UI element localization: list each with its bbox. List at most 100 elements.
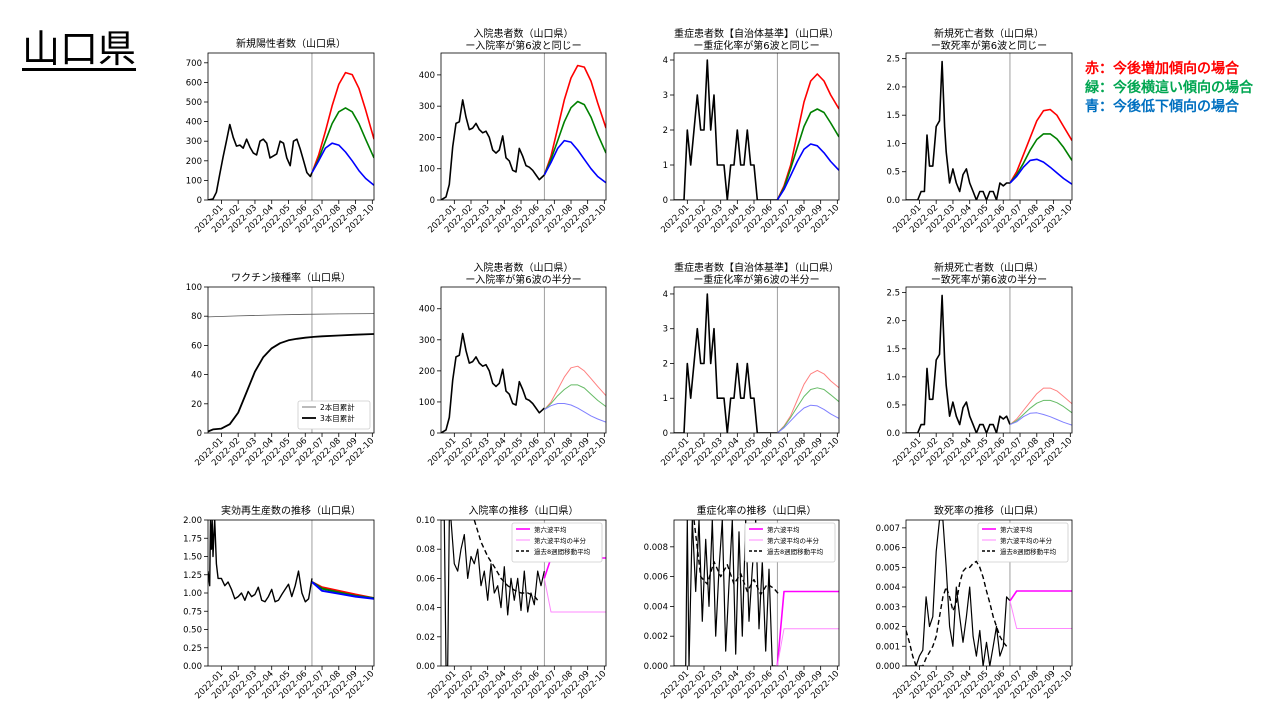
legend-label: 第六波平均: [1000, 525, 1033, 534]
plot-frame: [673, 286, 840, 434]
y-tick-label: 300: [419, 336, 435, 346]
y-tick-label: 0.002: [644, 632, 668, 642]
chart-title: 入院率の推移（山口県）: [469, 504, 579, 517]
y-tick-label: 0.10: [416, 516, 435, 526]
chart-4: 新規死亡者数（山口県）ー致死率が第6波と同じー 0.0 0.5 1.0 1.5 2.0 2.…: [886, 27, 1074, 235]
series-line-3: [311, 107, 374, 173]
legend-label: 第六波平均: [767, 525, 800, 534]
series-line-3: [1009, 590, 1072, 602]
series-group: [906, 520, 1072, 666]
series-group: [441, 64, 606, 200]
y-tick-label: 0.08: [416, 545, 435, 555]
series-line-4: [1009, 600, 1072, 629]
plot-frame: [440, 519, 607, 667]
y-tick-label: 3: [663, 91, 668, 101]
y-tick-label: 0.5: [886, 401, 900, 411]
series-line-3: [1009, 133, 1072, 184]
series-line-1: [674, 293, 778, 433]
y-tick-label: 1.50: [183, 553, 202, 563]
y-tick-label: 1: [663, 394, 668, 404]
y-tick-label: 0.06: [416, 574, 435, 584]
series-group: [906, 294, 1072, 433]
plot-frame: [207, 52, 375, 201]
scenario-legend-red: 赤：今後増加傾向の場合: [1085, 61, 1239, 77]
y-tick-label: 0.25: [183, 644, 202, 654]
y-tick-label: 2.5: [886, 289, 900, 299]
series-line-1: [906, 294, 1011, 433]
series-line-1: [441, 332, 545, 433]
legend-frame: [744, 522, 836, 563]
y-tick-label: 0.000: [876, 662, 900, 672]
y-tick-label: 100: [419, 398, 435, 408]
chart-title: 重症患者数【自治体基準】（山口県）: [674, 27, 839, 40]
series-line-4: [776, 628, 839, 666]
chart-title: 入院患者数（山口県）: [474, 261, 574, 274]
series-group: [674, 293, 839, 433]
legend-label: 第六波平均の半分: [534, 536, 587, 545]
legend-label: 過去8週間移動平均: [534, 547, 591, 556]
y-tick-label: 0.006: [644, 573, 668, 583]
y-tick-label: 200: [419, 133, 435, 143]
series-group: [208, 313, 374, 433]
y-tick-label: 100: [186, 176, 202, 186]
y-tick-label: 2.00: [183, 516, 202, 526]
y-tick-label: 1.0: [886, 373, 900, 383]
series-line-2: [473, 520, 539, 601]
chart-title: 新規死亡者数（山口県）: [934, 27, 1044, 40]
y-tick-label: 0.0: [886, 196, 900, 206]
series-line-1: [441, 520, 545, 666]
series-group: [674, 59, 839, 200]
chart-subtitle: ー致死率が第6波の半分ー: [931, 273, 1047, 286]
chart-title: 致死率の推移（山口県）: [934, 504, 1044, 517]
chart-title: 入院患者数（山口県）: [474, 27, 574, 40]
series-line-3: [543, 100, 606, 176]
y-tick-label: 0.002: [876, 623, 900, 633]
y-tick-label: 0.50: [183, 626, 202, 636]
plot-frame: [440, 286, 607, 434]
chart-5: ワクチン接種率（山口県）0204060801002022-012022-0220…: [186, 271, 377, 468]
y-tick-label: 0.00: [416, 662, 435, 672]
chart-12: 致死率の推移（山口県） 0.000 0.001 0.002 0.003 0.004 0.00…: [876, 504, 1075, 701]
plot-frame: [207, 519, 375, 667]
y-tick-label: 1: [663, 161, 668, 171]
legend-label: 過去8週間移動平均: [767, 547, 824, 556]
series-line-1: [208, 520, 313, 603]
chart-6: 入院患者数（山口県）ー入院率が第6波の半分ー01002003004002022-…: [419, 261, 609, 468]
legend-label: 第六波平均の半分: [767, 536, 820, 545]
chart-subtitle: ー重症化率が第6波の半分ー: [693, 273, 819, 286]
chart-title: 重症患者数【自治体基準】（山口県）: [674, 261, 839, 274]
series-group: [906, 60, 1072, 200]
plot-frame: [673, 52, 840, 201]
legend-label: 2本目累計: [320, 402, 355, 412]
plot-frame: [207, 286, 375, 434]
y-tick-label: 4: [663, 290, 668, 300]
y-tick-label: 2: [663, 359, 668, 369]
y-tick-label: 0.005: [876, 563, 900, 573]
y-tick-label: 0.004: [644, 602, 668, 612]
scenario-legend-green: 緑：今後横這い傾向の場合: [1085, 80, 1253, 96]
y-tick-label: 600: [186, 78, 202, 88]
series-line-2: [776, 369, 839, 433]
chart-3: 重症患者数【自治体基準】（山口県）ー重症化率が第6波と同じー012342022-…: [659, 27, 841, 235]
series-line-2: [1009, 387, 1072, 425]
series-line-4: [776, 143, 839, 200]
y-tick-label: 200: [419, 367, 435, 377]
chart-title: 新規死亡者数（山口県）: [934, 261, 1044, 274]
legend-label: 第六波平均: [534, 525, 567, 534]
plot-frame: [905, 519, 1073, 667]
y-tick-label: 100: [186, 283, 202, 293]
chart-subtitle: ー入院率が第6波と同じー: [465, 39, 581, 52]
y-tick-label: 3: [663, 325, 668, 335]
y-tick-label: 1.0: [886, 139, 900, 149]
series-line-4: [543, 578, 606, 613]
chart-9: 実効再生産数の推移（山口県） 0.00 0.25 0.50 0.75 1.00 1.25 1.…: [183, 504, 376, 701]
series-line-3: [543, 384, 606, 411]
y-tick-label: 20: [191, 400, 202, 410]
chart-8: 新規死亡者数（山口県）ー致死率が第6波の半分ー 0.0 0.5 1.0 1.5 2.0 2.…: [886, 261, 1074, 468]
series-line-2: [1009, 108, 1072, 184]
y-tick-label: 0.000: [644, 662, 668, 672]
chart-title: ワクチン接種率（山口県）: [231, 271, 351, 284]
legend-label: 過去8週間移動平均: [1000, 547, 1057, 556]
